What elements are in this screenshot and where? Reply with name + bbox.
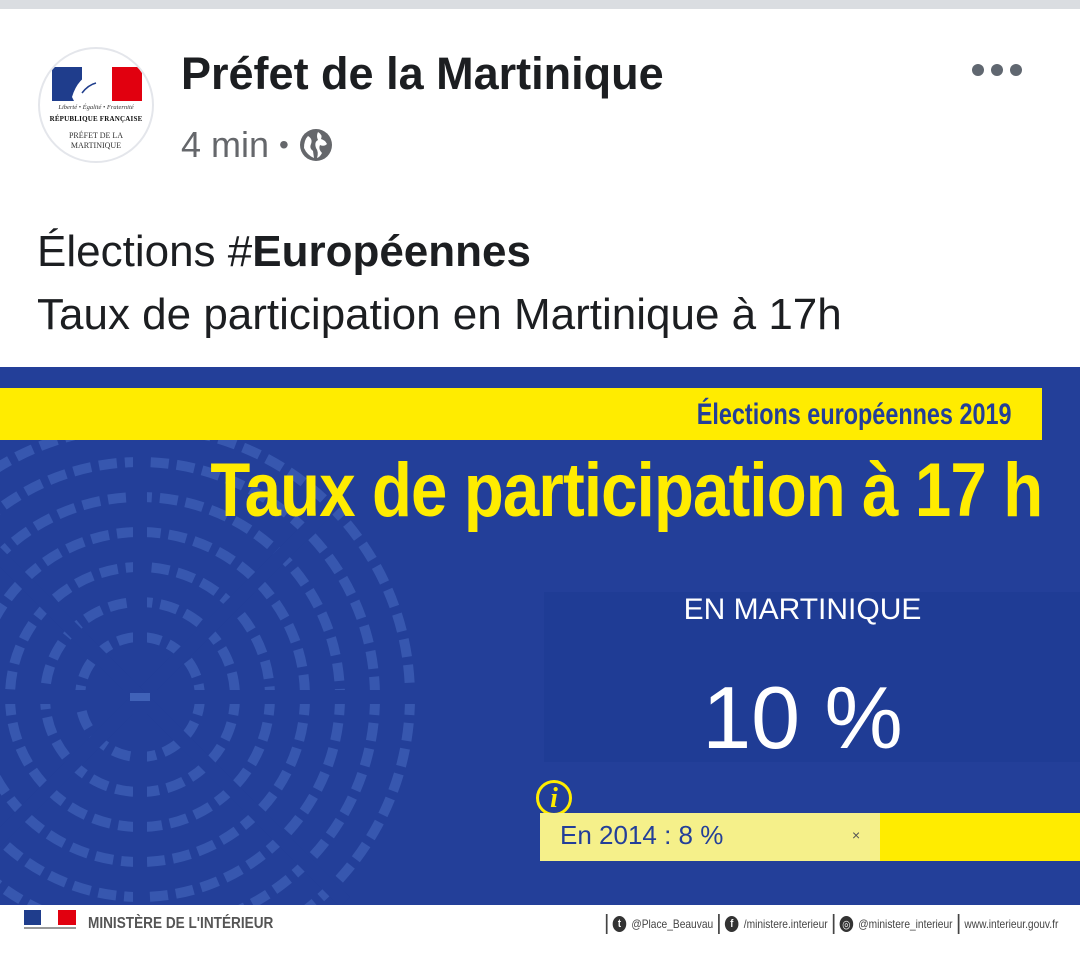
republic-text: RÉPUBLIQUE FRANÇAISE bbox=[49, 115, 143, 123]
post-meta: 4 min • bbox=[181, 124, 333, 166]
election-header: Élections européennes 2019 bbox=[697, 398, 1012, 431]
separator bbox=[957, 914, 959, 934]
previous-result-highlight bbox=[540, 813, 880, 861]
instagram-handle: @ministere_interieur bbox=[857, 917, 953, 931]
result-panel bbox=[544, 592, 1080, 762]
hemicycle-illustration bbox=[0, 407, 430, 905]
separator bbox=[717, 914, 720, 934]
election-header-bar: Élections européennes 2019 bbox=[0, 388, 1042, 440]
instagram-icon: ◎ bbox=[839, 916, 853, 932]
post-image[interactable]: Élections européennes 2019 Taux de parti… bbox=[0, 367, 1080, 905]
prefecture-text: PRÉFET DE LA MARTINIQUE bbox=[40, 131, 152, 151]
marianne-logo bbox=[52, 67, 142, 101]
dot-icon bbox=[972, 64, 984, 76]
dot-icon bbox=[1010, 64, 1022, 76]
post-line-1: Élections #Européennes bbox=[37, 220, 842, 283]
hashtag-link[interactable]: Européennes bbox=[252, 227, 531, 276]
motto-text: Liberté • Égalité • Fraternité bbox=[58, 104, 134, 111]
separator bbox=[605, 914, 608, 934]
region-label: EN MARTINIQUE bbox=[683, 593, 922, 626]
info-icon: i bbox=[536, 780, 572, 816]
separator bbox=[832, 914, 835, 934]
facebook-handle: /ministere.interieur bbox=[743, 917, 828, 931]
twitter-icon: t bbox=[612, 916, 626, 932]
republique-logo bbox=[24, 910, 76, 929]
author-name[interactable]: Préfet de la Martinique bbox=[181, 48, 664, 99]
social-links: t @Place_Beauvau f /ministere.interieur … bbox=[605, 914, 1058, 934]
meta-separator: • bbox=[279, 129, 289, 160]
post-text-prefix: Élections # bbox=[37, 227, 253, 276]
page-avatar[interactable]: Liberté • Égalité • Fraternité RÉPUBLIQU… bbox=[38, 47, 154, 163]
globe-icon bbox=[299, 129, 332, 161]
post-timestamp[interactable]: 4 min bbox=[181, 124, 270, 165]
dot-icon bbox=[991, 64, 1003, 76]
more-options-button[interactable] bbox=[972, 58, 1032, 82]
post-text: Élections #Européennes Taux de participa… bbox=[37, 220, 842, 346]
prefecture-line-2: MARTINIQUE bbox=[70, 141, 122, 150]
close-icon: × bbox=[852, 827, 861, 843]
graphic-footer: MINISTÈRE DE L'INTÉRIEUR t @Place_Beauva… bbox=[0, 905, 1080, 947]
prefecture-line-1: PRÉFET DE LA bbox=[68, 131, 124, 140]
previous-result-bar: En 2014 : 8 % × bbox=[540, 813, 1080, 861]
participation-rate: 10 % bbox=[702, 668, 903, 767]
facebook-icon: f bbox=[724, 916, 739, 932]
previous-result: En 2014 : 8 % bbox=[560, 820, 724, 850]
website-link: www.interieur.gouv.fr bbox=[964, 917, 1058, 931]
twitter-handle: @Place_Beauvau bbox=[631, 917, 713, 931]
ministry-name: MINISTÈRE DE L'INTÉRIEUR bbox=[88, 915, 274, 932]
graphic-title: Taux de participation à 17 h bbox=[210, 448, 1043, 533]
top-divider bbox=[0, 0, 1080, 9]
post-line-2: Taux de participation en Martinique à 17… bbox=[37, 290, 842, 339]
